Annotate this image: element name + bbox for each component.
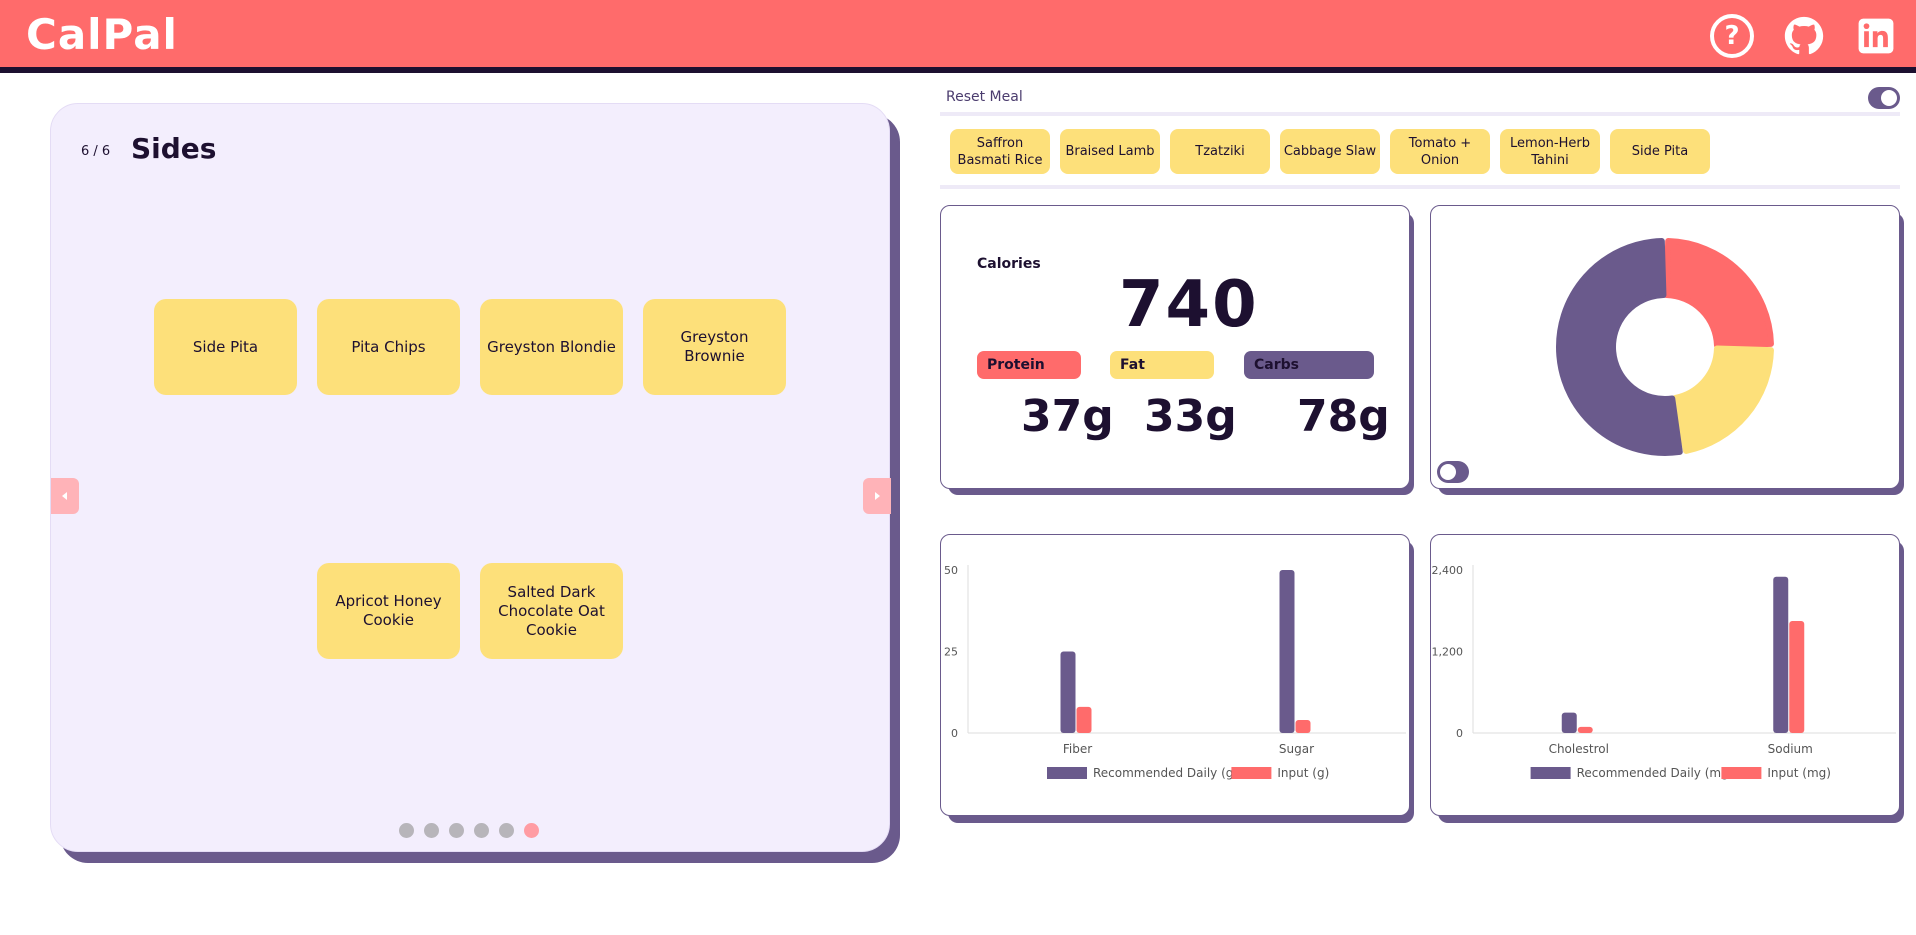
meal-chip[interactable]: Lemon-Herb Tahini [1500,129,1600,174]
x-tick-label: Fiber [1063,742,1092,756]
meal-chip[interactable]: Tzatziki [1170,129,1270,174]
legend-swatch [1530,767,1571,779]
y-tick-label: 25 [944,646,958,659]
carousel-dot[interactable] [474,823,489,838]
chevron-right-icon [875,492,880,500]
legend-swatch [1721,767,1762,779]
x-tick-label: Cholestrol [1549,742,1609,756]
bar-sugar-1[interactable] [1295,719,1311,733]
section-title: Sides [131,132,217,165]
food-card-salted-dark-chocolate-oat-cookie[interactable]: Salted Dark Chocolate Oat Cookie [480,563,623,659]
y-tick-label: 2,400 [1432,564,1464,577]
app-header: CalPal ? [0,0,1916,73]
calories-label: Calories [977,256,1041,272]
meal-chip[interactable]: Cabbage Slaw [1280,129,1380,174]
protein-value: 37g [1021,391,1114,442]
bar-sodium-1[interactable] [1789,620,1805,733]
food-card-side-pita[interactable]: Side Pita [154,299,297,395]
meal-chip[interactable]: Saffron Basmati Rice [950,129,1050,174]
reset-meal-label[interactable]: Reset Meal [946,89,1023,105]
y-tick-label: 1,200 [1432,646,1464,659]
fat-value: 33g [1144,391,1237,442]
y-tick-label: 50 [944,564,958,577]
carousel-dot[interactable] [524,823,539,838]
chevron-left-icon [62,492,67,500]
bar-fiber-1[interactable] [1076,706,1092,733]
meal-chip[interactable]: Tomato + Onion [1390,129,1490,174]
legend-label: Recommended Daily (g) [1093,766,1238,780]
fiber-sugar-chart: 0 25 50 Fiber Sugar Recommended Daily (g) Inpu… [944,564,1406,780]
fiber-sugar-panel: 0 25 50 Fiber Sugar Recommended Daily (g) Inpu… [940,534,1410,816]
fat-pill: Fat [1110,351,1214,379]
reset-meal-toggle[interactable] [1868,87,1900,109]
y-tick-label: 0 [1456,727,1463,740]
food-card-pita-chips[interactable]: Pita Chips [317,299,460,395]
linkedin-icon[interactable] [1854,14,1898,58]
protein-pill: Protein [977,351,1081,379]
macro-donut-panel [1430,205,1900,489]
meal-chip[interactable]: Braised Lamb [1060,129,1160,174]
carousel-dot[interactable] [424,823,439,838]
cholestrol-sodium-panel: 0 1,200 2,400 Cholestrol Sodium Recommended D… [1430,534,1900,816]
donut-slice-carbs[interactable] [1556,238,1683,456]
carbs-value: 78g [1297,391,1390,442]
bar-sugar-0[interactable] [1279,570,1295,733]
carousel-next-button[interactable] [863,478,891,514]
help-icon[interactable]: ? [1710,14,1754,58]
step-counter: 6 / 6 [81,144,111,159]
food-card-apricot-honey-cookie[interactable]: Apricot Honey Cookie [317,563,460,659]
chart-mode-toggle[interactable] [1437,461,1469,483]
bar-sodium-0[interactable] [1773,576,1789,733]
calories-value: 740 [1119,268,1259,342]
menu-carousel: 6 / 6 Sides Side Pita Pita Chips Greysto… [50,103,891,852]
legend-label: Input (mg) [1767,766,1831,780]
github-icon[interactable] [1782,14,1826,58]
carousel-dot[interactable] [499,823,514,838]
divider [940,112,1900,116]
cholestrol-sodium-chart: 0 1,200 2,400 Cholestrol Sodium Recommended D… [1432,564,1896,780]
meal-chip[interactable]: Side Pita [1610,129,1710,174]
bar-cholestrol-0[interactable] [1561,712,1577,733]
food-card-greyston-brownie[interactable]: Greyston Brownie [643,299,786,395]
bar-fiber-0[interactable] [1060,651,1076,734]
legend-label: Input (g) [1277,766,1329,780]
bar-cholestrol-1[interactable] [1577,726,1593,733]
carousel-dot[interactable] [449,823,464,838]
donut-slice-fat[interactable] [1672,345,1774,454]
app-logo[interactable]: CalPal [26,10,178,59]
carousel-dot[interactable] [399,823,414,838]
x-tick-label: Sodium [1768,742,1813,756]
carbs-pill: Carbs [1244,351,1374,379]
legend-label: Recommended Daily (mg) [1577,766,1734,780]
legend-swatch [1047,767,1087,779]
carousel-dots [399,823,539,838]
x-tick-label: Sugar [1279,742,1314,756]
y-tick-label: 0 [951,727,958,740]
calories-panel: Calories 740 Protein Fat Carbs 37g 33g 7… [940,205,1410,489]
legend-swatch [1231,767,1272,779]
donut-slice-protein[interactable] [1663,238,1774,349]
divider [940,185,1900,189]
carousel-prev-button[interactable] [51,478,79,514]
macro-donut-chart [1556,238,1774,456]
food-card-greyston-blondie[interactable]: Greyston Blondie [480,299,623,395]
